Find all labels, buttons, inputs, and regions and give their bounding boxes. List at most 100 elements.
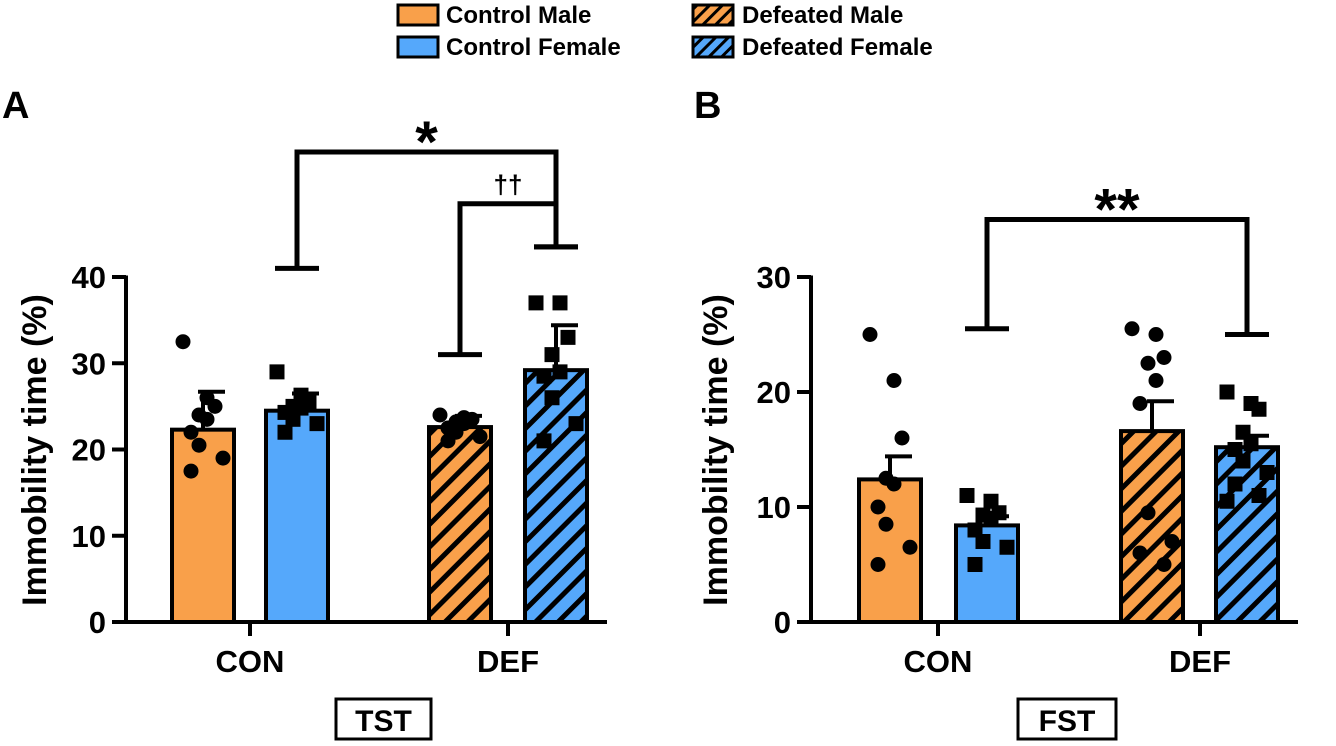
legend-swatch-defeated-female xyxy=(691,35,735,59)
panel-a-point-control-female xyxy=(309,416,325,432)
panel-a-point-control-male xyxy=(215,450,231,466)
panel-b-bar-defeated-male xyxy=(1119,429,1185,624)
legend-swatch-defeated-male xyxy=(691,3,735,27)
panel-b-point-defeated-male xyxy=(1156,350,1172,365)
panel-a-sig-label: †† xyxy=(494,170,523,200)
panel-b-point-control-female xyxy=(975,534,991,549)
panel-a-x-tick-label: CON xyxy=(216,644,285,679)
panel-a-point-defeated-female xyxy=(552,295,568,311)
panel-a-point-defeated-male xyxy=(432,407,448,423)
panel-b-y-tick-label: 30 xyxy=(757,260,791,295)
legend-item-defeated-male: Defeated Male xyxy=(691,2,903,29)
panel-b-y-tick-label: 0 xyxy=(774,605,791,640)
panel-a-point-defeated-male xyxy=(472,429,488,445)
panel-b-point-defeated-female xyxy=(1251,401,1267,417)
panel-b-point-defeated-female xyxy=(1259,465,1275,480)
panel-b-point-control-female xyxy=(967,557,983,572)
panel-b-point-defeated-female xyxy=(1235,453,1251,469)
panel-a-sig-bracket xyxy=(294,149,559,269)
panel-a-y-tick-label: 40 xyxy=(72,260,106,295)
panel-b-point-defeated-male xyxy=(1124,321,1140,337)
panel-b-point-control-male xyxy=(870,499,886,515)
panel-a-box-label: TST xyxy=(355,705,412,738)
panel-b-x-tick-label: CON xyxy=(904,644,973,679)
panel-a-bar-defeated-female xyxy=(523,368,589,624)
panel-b-point-defeated-male xyxy=(1140,505,1156,521)
legend-label-control-male: Control Male xyxy=(446,2,591,29)
panel-b-x-tick-label: DEF xyxy=(1169,644,1231,679)
panel-b-point-defeated-male xyxy=(1132,396,1148,411)
panel-b-point-defeated-male xyxy=(1140,355,1156,371)
panel-a-tst: A Immobility time (%) TST 0 10 20 30 40 CON DE… xyxy=(2,85,607,741)
panel-a-point-control-male xyxy=(191,437,207,453)
panel-b-point-control-male xyxy=(902,539,918,555)
legend-item-control-male: Control Male xyxy=(396,2,591,29)
panel-b-point-control-female xyxy=(983,511,999,526)
panel-a-y-tick-label: 10 xyxy=(72,519,106,554)
panel-b-point-control-male xyxy=(886,373,902,388)
panel-b-point-control-male xyxy=(878,516,894,532)
panel-b-point-control-female xyxy=(959,488,975,503)
legend-item-defeated-female: Defeated Female xyxy=(691,34,933,61)
panel-a-y-tick-label: 20 xyxy=(72,433,106,468)
legend-label-defeated-female: Defeated Female xyxy=(742,34,933,61)
panel-b-point-control-male xyxy=(870,557,886,572)
panel-a-box-label-frame xyxy=(334,697,433,741)
panel-b-sig-bracket xyxy=(984,217,1250,335)
panel-b-point-defeated-male xyxy=(1132,545,1148,561)
legend-label-defeated-male: Defeated Male xyxy=(742,2,903,29)
panel-b-point-defeated-female xyxy=(1251,488,1267,503)
panel-b-box-label-frame xyxy=(1016,697,1118,741)
panel-a-point-defeated-female xyxy=(528,295,544,311)
panel-a-sig-label: * xyxy=(415,110,438,175)
panel-b-point-defeated-female xyxy=(1219,493,1235,509)
panel-a-y-tick-label: 0 xyxy=(89,605,106,640)
panel-a-point-defeated-female xyxy=(552,364,568,380)
panel-a-point-defeated-female xyxy=(544,390,560,406)
panel-b-point-defeated-female xyxy=(1235,424,1251,440)
legend: Control Male Control Female Defeated Mal… xyxy=(396,2,933,61)
panel-a-point-control-male xyxy=(199,411,215,427)
panel-b-y-tick-label: 20 xyxy=(757,375,791,410)
panel-a-point-defeated-female xyxy=(536,368,552,384)
legend-swatch-control-male xyxy=(396,3,440,27)
panel-b-point-control-female xyxy=(967,522,983,538)
panel-b-point-defeated-male xyxy=(1156,557,1172,572)
panel-a-point-control-female xyxy=(277,424,293,440)
panel-b-point-defeated-female xyxy=(1243,436,1259,452)
panel-a-point-defeated-female xyxy=(544,347,560,363)
panel-a-point-control-male xyxy=(183,463,199,479)
panel-a-sig-bracket xyxy=(457,201,559,355)
panel-b-point-defeated-male xyxy=(1164,534,1180,549)
panel-b-point-control-female xyxy=(983,493,999,509)
panel-a-point-control-male xyxy=(207,398,223,414)
panel-a-x-tick-label: DEF xyxy=(477,644,539,679)
panel-b-fst: B Immobility time (%) FST 0 10 20 30 CON DEF *… xyxy=(694,85,1298,741)
panel-a-label: A xyxy=(2,85,29,127)
panel-b-point-control-male xyxy=(894,430,910,446)
panel-a-point-control-female xyxy=(269,364,285,380)
panel-b-ylabel: Immobility time (%) xyxy=(697,294,735,606)
panel-a-y-tick-label: 30 xyxy=(72,346,106,381)
panel-a-point-defeated-male xyxy=(440,433,456,449)
panel-b-point-control-female xyxy=(999,539,1015,555)
panel-b-sig-label: ** xyxy=(1094,178,1140,243)
panel-b-point-control-male xyxy=(886,476,902,492)
panel-b-y-tick-label: 10 xyxy=(757,490,791,525)
legend-label-control-female: Control Female xyxy=(446,34,621,61)
panel-a-point-defeated-female xyxy=(536,433,552,449)
panel-a-point-control-male xyxy=(175,334,191,350)
panel-a-bar-control-female xyxy=(264,408,330,624)
legend-swatch-control-female xyxy=(396,35,440,59)
panel-a-point-defeated-female xyxy=(568,416,584,432)
panel-b-point-defeated-female xyxy=(1219,384,1235,400)
panel-b-point-defeated-female xyxy=(1227,442,1243,457)
panel-b-label: B xyxy=(694,85,721,127)
panel-a-point-defeated-female xyxy=(560,329,576,345)
panel-a-point-control-male xyxy=(183,424,199,440)
panel-b-point-defeated-female xyxy=(1227,476,1243,492)
legend-item-control-female: Control Female xyxy=(396,34,621,61)
panel-a-bar-defeated-male xyxy=(427,425,493,625)
panel-b-point-defeated-male xyxy=(1148,327,1164,342)
